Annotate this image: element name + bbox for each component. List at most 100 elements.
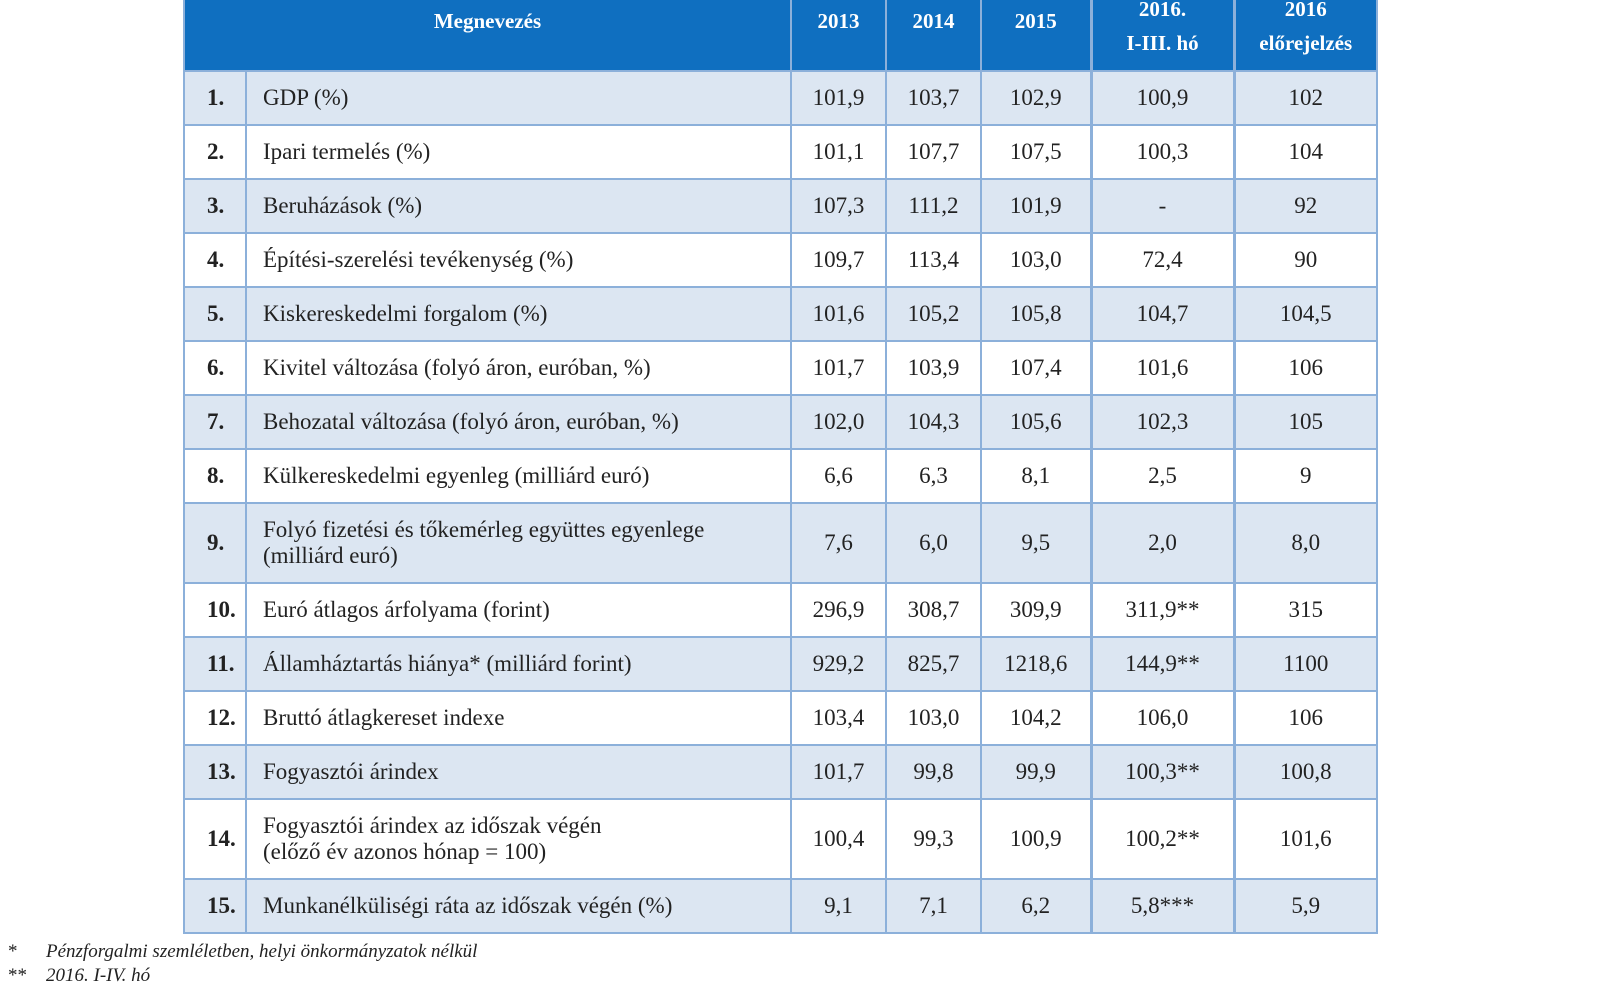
row-label-text: Folyó fizetési és tőkemérleg együttes eg… xyxy=(263,517,705,542)
table-row: 5. Kiskereskedelmi forgalom (%) 101,6 105,2… xyxy=(183,286,1378,342)
value-2013: 296,9 xyxy=(790,582,887,638)
row-label-text: Beruházások (%) xyxy=(263,193,423,218)
table-row: 1. GDP (%) 101,9 103,7 102,9 100,9 102 xyxy=(183,70,1378,126)
header-2013: 2013 xyxy=(790,0,887,72)
row-label-text: Kivitel változása (folyó áron, euróban, … xyxy=(263,355,651,380)
value-2014: 6,0 xyxy=(885,502,982,584)
value-2015: 8,1 xyxy=(980,448,1092,504)
row-number: 8. xyxy=(183,448,247,504)
row-number: 1. xyxy=(183,70,247,126)
row-number: 6. xyxy=(183,340,247,396)
row-label: Bruttó átlagkereset indexe xyxy=(245,690,792,746)
value-2015: 107,5 xyxy=(980,124,1092,180)
value-2014: 825,7 xyxy=(885,636,982,692)
table-row: 3. Beruházások (%) 107,3 111,2 101,9-92 xyxy=(183,178,1378,234)
header-forecast-top: 2016 xyxy=(1284,0,1327,21)
value-2015: 104,2 xyxy=(980,690,1092,746)
value-2016-q1-q3: 101,6 xyxy=(1089,340,1235,396)
row-label-text: Fogyasztói árindex az időszak végén xyxy=(263,813,602,838)
table-row: 9. Folyó fizetési és tőkemérleg együttes … xyxy=(183,502,1378,584)
row-label: Ipari termelés (%) xyxy=(245,124,792,180)
row-label-text: Euró átlagos árfolyama (forint) xyxy=(263,597,550,622)
value-2013: 101,1 xyxy=(790,124,887,180)
row-label-text: Kiskereskedelmi forgalom (%) xyxy=(263,301,548,326)
footnote: * Pénzforgalmi szemléletben, helyi önkorm… xyxy=(8,940,477,964)
value-2015: 1218,6 xyxy=(980,636,1092,692)
header-name: Megnevezés xyxy=(183,0,792,72)
row-number: 4. xyxy=(183,232,247,288)
row-label-text: GDP (%) xyxy=(263,85,349,110)
value-2016-forecast: 101,6 xyxy=(1232,798,1378,880)
row-label: Építési-szerelési tevékenység (%) xyxy=(245,232,792,288)
row-label: Fogyasztói árindex az időszak végén (előz… xyxy=(245,798,792,880)
value-2016-q1-q3: 311,9** xyxy=(1089,582,1235,638)
row-number: 12. xyxy=(183,690,247,746)
table-row: 4. Építési-szerelési tevékenység (%) 109,7… xyxy=(183,232,1378,288)
row-label-text: Külkereskedelmi egyenleg (milliárd euró) xyxy=(263,463,650,488)
table-row: 15. Munkanélküliségi ráta az időszak végé… xyxy=(183,878,1378,934)
row-number: 11. xyxy=(183,636,247,692)
value-2016-forecast: 1100 xyxy=(1232,636,1378,692)
value-2015: 309,9 xyxy=(980,582,1092,638)
value-2016-q1-q3: - xyxy=(1089,178,1235,234)
header-2016-q1-q3: 2016. I-III. hó xyxy=(1089,0,1235,72)
value-2016-q1-q3: 2,0 xyxy=(1089,502,1235,584)
value-2016-forecast: 8,0 xyxy=(1232,502,1378,584)
row-number: 5. xyxy=(183,286,247,342)
row-label: Munkanélküliségi ráta az időszak végén (… xyxy=(245,878,792,934)
table-row: 11. Államháztartás hiánya* (milliárd fori… xyxy=(183,636,1378,692)
value-2016-forecast: 106 xyxy=(1232,690,1378,746)
value-2015: 102,9 xyxy=(980,70,1092,126)
footnote-text: Pénzforgalmi szemléletben, helyi önkormá… xyxy=(46,941,478,962)
row-number: 2. xyxy=(183,124,247,180)
value-2016-forecast: 105 xyxy=(1232,394,1378,450)
value-2013: 107,3 xyxy=(790,178,887,234)
table-row: 12. Bruttó átlagkereset indexe 103,4 103,0 1… xyxy=(183,690,1378,746)
value-2013: 102,0 xyxy=(790,394,887,450)
value-2016-forecast: 104 xyxy=(1232,124,1378,180)
value-2016-forecast: 100,8 xyxy=(1232,744,1378,800)
value-2016-q1-q3: 144,9** xyxy=(1089,636,1235,692)
row-label: GDP (%) xyxy=(245,70,792,126)
row-label: Behozatal változása (folyó áron, euróban… xyxy=(245,394,792,450)
value-2014: 111,2 xyxy=(885,178,982,234)
table-row: 7. Behozatal változása (folyó áron, eurób… xyxy=(183,394,1378,450)
value-2014: 99,8 xyxy=(885,744,982,800)
row-label: Külkereskedelmi egyenleg (milliárd euró) xyxy=(245,448,792,504)
value-2013: 929,2 xyxy=(790,636,887,692)
footnote-mark: * xyxy=(8,941,18,962)
footnote-mark: ** xyxy=(8,965,27,986)
value-2016-forecast: 102 xyxy=(1232,70,1378,126)
value-2013: 9,1 xyxy=(790,878,887,934)
row-label-text: Fogyasztói árindex xyxy=(263,759,439,784)
header-2016-bottom: I-III. hó xyxy=(1126,31,1199,55)
row-label: Fogyasztói árindex xyxy=(245,744,792,800)
value-2016-q1-q3: 106,0 xyxy=(1089,690,1235,746)
value-2014: 104,3 xyxy=(885,394,982,450)
value-2016-q1-q3: 100,9 xyxy=(1089,70,1235,126)
value-2013: 109,7 xyxy=(790,232,887,288)
value-2014: 308,7 xyxy=(885,582,982,638)
table-row: 10. Euró átlagos árfolyama (forint) 296,9 3… xyxy=(183,582,1378,638)
value-2015: 99,9 xyxy=(980,744,1092,800)
value-2015: 103,0 xyxy=(980,232,1092,288)
header-2016-top: 2016. xyxy=(1138,0,1187,21)
value-2015: 105,6 xyxy=(980,394,1092,450)
value-2014: 99,3 xyxy=(885,798,982,880)
value-2016-forecast: 106 xyxy=(1232,340,1378,396)
value-2015: 107,4 xyxy=(980,340,1092,396)
row-label: Kiskereskedelmi forgalom (%) xyxy=(245,286,792,342)
value-2015: 9,5 xyxy=(980,502,1092,584)
value-2014: 107,7 xyxy=(885,124,982,180)
value-2014: 7,1 xyxy=(885,878,982,934)
row-number: 10. xyxy=(183,582,247,638)
value-2016-q1-q3: 100,2** xyxy=(1089,798,1235,880)
row-label-text: Behozatal változása (folyó áron, euróban… xyxy=(263,409,679,434)
row-label: Beruházások (%) xyxy=(245,178,792,234)
value-2015: 100,9 xyxy=(980,798,1092,880)
value-2016-forecast: 315 xyxy=(1232,582,1378,638)
value-2015: 101,9 xyxy=(980,178,1092,234)
value-2014: 103,0 xyxy=(885,690,982,746)
header-2014: 2014 xyxy=(885,0,982,72)
value-2014: 103,7 xyxy=(885,70,982,126)
